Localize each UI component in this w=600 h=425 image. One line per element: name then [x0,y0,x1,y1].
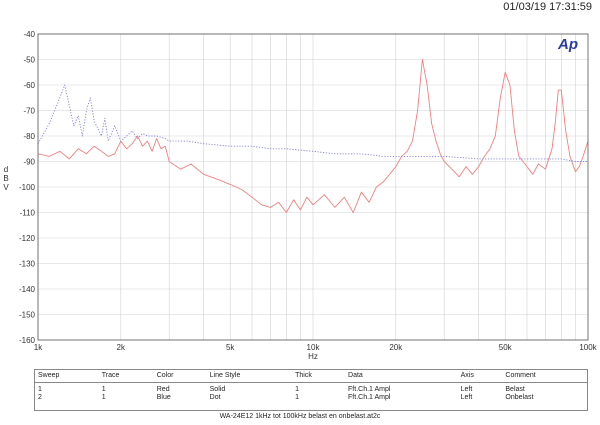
legend-table: Sweep Trace Color Line Style Thick Data Axis Co… [34,369,588,411]
y-tick-label: -160 [19,336,36,345]
y-tick-label: -110 [20,209,36,218]
legend-cell: 1 [101,386,106,393]
legend-header-cell: Comment [502,370,587,383]
x-tick-label: 20k [389,343,403,352]
x-tick-label: 100k [579,343,597,352]
legend-row: 1 1 Red Solid 1 Fft.Ch.1 Ampl Left Belast [35,383,587,395]
y-tick-label: -140 [19,285,36,294]
legend-cell: 1 [101,394,106,401]
legend-header-cell: Sweep [35,370,99,383]
legend-header-cell: Color [153,370,207,383]
legend-cell: 1 [295,394,300,401]
legend-cell: 1 [38,386,42,393]
legend-cell: 2 [38,394,42,401]
legend-cell: Dot [209,394,221,401]
legend-cell: Left [460,394,473,401]
legend-cell: Fft.Ch.1 Ampl [348,394,391,401]
legend-row: 2 1 Blue Dot 1 Fft.Ch.1 Ampl Left Onbelast [35,394,587,402]
y-tick-label: -50 [23,56,35,65]
ap-logo: Ap [557,36,578,53]
fft-chart: -40 -50 -60 -70 -80 -90 -100 -110 -120 -130 -140 -1… [3,30,598,361]
y-tick-label: -40 [23,30,35,39]
legend-header-row: Sweep Trace Color Line Style Thick Data Axis Co… [35,370,587,383]
legend-header-cell: Axis [457,370,503,383]
x-tick-label: 2k [117,343,126,352]
grid [37,33,588,341]
legend-header-cell: Trace [98,370,154,383]
filename-footer: WA-24E12 1kHz tot 100kHz belast en onbel… [219,413,381,420]
legend-header-cell: Thick [292,370,346,383]
y-tick-label: -90 [23,158,35,167]
legend-cell: Red [156,386,170,393]
legend-cell: Left [460,386,473,393]
legend-header-cell: Data [345,370,458,383]
y-tick-label: -70 [23,107,35,116]
x-tick-labels: 1k 2k 5k 10k 20k 50k 100k [34,343,598,352]
x-tick-label: 5k [226,343,235,352]
y-tick-label: -120 [19,234,36,243]
x-tick-label: 50k [499,343,513,352]
legend-body: 1 1 Red Solid 1 Fft.Ch.1 Ampl Left Belast 2 1 Blue… [35,383,587,403]
traces [37,59,589,213]
plot-frame [37,33,589,341]
timestamp: 01/03/19 17:31:59 [503,1,592,13]
x-tick-label: 10k [307,343,321,352]
y-tick-label: -130 [19,260,36,269]
series-belast [37,59,589,213]
y-tick-label: -60 [23,81,35,90]
legend-cell: Onbelast [505,394,534,401]
legend-cell: Solid [209,386,226,393]
legend-header-cell: Line Style [206,370,293,383]
legend-cell: Blue [156,394,171,401]
legend-cell: Fft.Ch.1 Ampl [348,386,391,393]
y-tick-label: -100 [19,183,36,192]
x-tick-label: 1k [34,343,43,352]
legend-cell: Belast [505,386,525,393]
y-tick-label: -80 [23,132,35,141]
y-tick-label: -150 [19,311,36,320]
x-axis-label: Hz [308,352,318,361]
y-tick-labels: -40 -50 -60 -70 -80 -90 -100 -110 -120 -130 -140 -1… [19,30,36,345]
legend-cell: 1 [295,386,300,393]
